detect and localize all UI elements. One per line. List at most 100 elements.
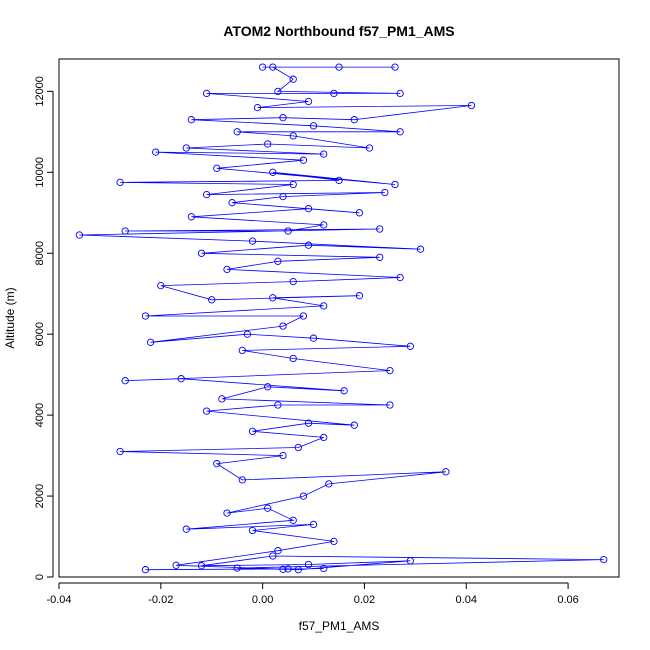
data-point [248, 237, 257, 245]
data-point [269, 294, 277, 302]
data-point [294, 443, 302, 452]
data-point [208, 296, 216, 304]
data-point [274, 401, 282, 409]
data-point [340, 387, 348, 395]
plot-frame [58, 58, 620, 578]
data-point [416, 245, 425, 253]
data-point [187, 116, 196, 124]
data-point [172, 561, 180, 569]
data-point [350, 116, 358, 124]
data-point [182, 144, 190, 152]
data-point [386, 401, 394, 409]
data-point [289, 75, 297, 83]
data-point [269, 168, 277, 176]
data-point [223, 509, 231, 517]
data-point [279, 451, 287, 460]
data-point [355, 209, 364, 217]
data-point [309, 122, 318, 130]
y-tick-label: 6000 [34, 322, 46, 346]
data-point [274, 87, 282, 96]
data-point [213, 460, 221, 468]
data-point [600, 555, 608, 564]
data-point [264, 383, 272, 391]
data-point [365, 144, 374, 152]
data-point [289, 180, 297, 189]
data-point [243, 330, 252, 338]
data-point [228, 199, 236, 207]
y-axis: 0 2000 4000 6000 8000 10000 12000 [34, 76, 54, 580]
data-point [253, 103, 262, 112]
x-tick-label: 0.02 [354, 594, 375, 606]
data-point [233, 564, 241, 572]
data-point [406, 342, 414, 350]
series-line [79, 66, 604, 571]
data-point [376, 225, 384, 233]
data-point [396, 89, 404, 98]
data-point [213, 164, 221, 172]
data-point [264, 504, 272, 512]
data-point [304, 560, 313, 569]
data-point [289, 132, 297, 140]
data-point [269, 552, 277, 560]
data-point [141, 566, 150, 574]
data-point [238, 476, 246, 484]
data-point [396, 128, 404, 136]
y-tick-label: 12000 [34, 76, 46, 107]
data-point [299, 492, 308, 500]
data-point [187, 213, 196, 221]
data-point [269, 63, 277, 71]
data-point [299, 312, 308, 320]
data-point [75, 231, 84, 239]
chart-title: ATOM2 Northbound f57_PM1_AMS [223, 23, 454, 39]
data-point [284, 227, 292, 235]
data-point [223, 265, 231, 274]
data-point [381, 188, 389, 197]
data-point [152, 148, 160, 156]
data-point [121, 227, 129, 235]
x-tick-label: 0.00 [252, 594, 273, 606]
y-tick-label: 4000 [34, 403, 46, 427]
data-point [289, 354, 297, 363]
data-point [304, 419, 313, 427]
data-point [238, 346, 246, 355]
y-tick-label: 8000 [34, 241, 46, 265]
data-point [141, 312, 150, 320]
data-point [258, 63, 267, 71]
data-point [289, 277, 297, 286]
data-point [325, 480, 333, 488]
y-tick-label: 0 [34, 574, 46, 580]
data-point [335, 176, 343, 185]
data-point [467, 101, 476, 110]
data-point [330, 89, 338, 98]
data-point [116, 447, 124, 456]
plot-area [75, 63, 608, 574]
data-point [391, 63, 399, 71]
data-point [304, 241, 313, 249]
data-point [284, 565, 292, 573]
data-point [202, 407, 211, 415]
data-point [320, 433, 328, 442]
data-point [248, 526, 257, 535]
data-point [330, 537, 338, 546]
data-point [157, 281, 165, 290]
data-point [350, 421, 358, 429]
data-point [197, 562, 206, 570]
data-point [146, 338, 155, 346]
data-point [294, 566, 302, 574]
data-point [274, 257, 282, 265]
data-point [248, 427, 257, 435]
data-point [264, 140, 272, 148]
data-point [304, 97, 313, 106]
data-point [299, 156, 308, 164]
y-tick-label: 10000 [34, 157, 46, 188]
data-point [279, 192, 287, 201]
data-point [218, 395, 226, 403]
data-point [335, 63, 343, 71]
data-point [320, 150, 328, 158]
data-point [279, 114, 287, 122]
data-point [320, 564, 328, 573]
data-point [197, 249, 206, 257]
x-tick-label: 0.06 [557, 594, 578, 606]
x-tick-label: 0.04 [456, 594, 477, 606]
